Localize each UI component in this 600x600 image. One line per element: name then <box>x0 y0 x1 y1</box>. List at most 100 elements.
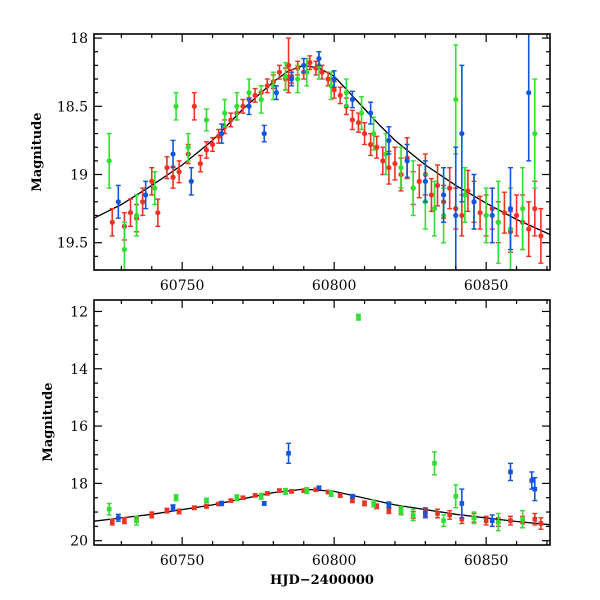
data-point <box>404 143 410 178</box>
data-point <box>507 166 514 251</box>
x-tick-label: 60750 <box>160 553 205 569</box>
data-point <box>222 98 228 128</box>
data-point <box>374 135 380 159</box>
data-point <box>526 201 532 258</box>
data-point <box>252 493 258 498</box>
data-point <box>447 509 453 520</box>
bottom-fit-curve <box>94 488 550 526</box>
data-point <box>532 476 538 502</box>
data-point <box>203 497 209 504</box>
data-point <box>276 488 282 493</box>
data-point <box>170 139 176 169</box>
data-point <box>501 191 507 234</box>
data-point <box>428 177 435 213</box>
bottom-x-axis-label: HJD−2400000 <box>270 573 374 588</box>
x-tick-label: 60850 <box>464 553 509 569</box>
data-point <box>283 487 289 495</box>
x-tick-label: 60850 <box>464 278 509 294</box>
data-point <box>355 313 361 321</box>
data-point <box>453 146 459 270</box>
data-point <box>529 471 535 490</box>
top-plot-frame <box>93 33 551 271</box>
data-point <box>532 180 538 237</box>
top-fit-curve <box>94 64 550 236</box>
data-point <box>368 101 374 125</box>
data-point <box>383 132 389 176</box>
data-point <box>134 515 140 526</box>
data-point <box>507 515 513 526</box>
x-tick-label: 60750 <box>160 278 205 294</box>
data-point <box>434 164 441 207</box>
data-point <box>459 488 465 519</box>
data-point <box>149 166 155 196</box>
bottom-series-green <box>106 313 526 532</box>
data-point <box>152 171 158 206</box>
data-point <box>273 85 279 101</box>
y-tick-label: 14 <box>70 362 88 378</box>
data-point <box>264 491 270 496</box>
data-point <box>319 64 325 80</box>
data-point <box>459 64 465 203</box>
data-point <box>234 91 240 121</box>
data-point <box>106 132 112 189</box>
data-point <box>380 146 386 176</box>
data-point <box>173 91 179 121</box>
data-point <box>115 184 121 219</box>
data-point <box>386 501 392 509</box>
data-point <box>532 78 538 189</box>
data-point <box>507 462 513 482</box>
data-point <box>462 166 468 223</box>
bottom-series-blue <box>115 442 538 528</box>
data-point <box>197 154 203 173</box>
data-point <box>386 507 392 515</box>
top-panel: 60750 60800 60850 18 18.5 19 19.5 Magnitude <box>30 31 551 294</box>
data-point <box>349 109 355 131</box>
data-point <box>191 505 197 511</box>
data-point <box>295 64 301 94</box>
data-point <box>121 221 127 270</box>
y-tick-label: 19.5 <box>57 236 88 252</box>
y-tick-label: 18 <box>70 476 88 492</box>
data-point <box>431 451 437 476</box>
data-point <box>416 164 422 199</box>
data-point <box>441 166 447 223</box>
data-point <box>285 37 292 94</box>
data-point <box>115 513 121 522</box>
data-point <box>228 112 234 128</box>
data-point <box>316 485 322 490</box>
data-point <box>368 132 374 157</box>
data-point <box>164 156 170 180</box>
data-point <box>252 87 258 103</box>
data-point <box>258 492 264 500</box>
top-y-axis-label: Magnitude <box>30 112 45 191</box>
data-point <box>483 515 489 526</box>
y-tick-label: 16 <box>70 419 88 435</box>
y-tick-label: 20 <box>70 534 88 550</box>
data-point <box>240 495 246 501</box>
data-point <box>127 198 134 228</box>
y-tick-label: 19 <box>70 168 88 184</box>
top-series-blue <box>115 34 532 270</box>
data-point <box>286 442 292 465</box>
data-point <box>471 511 477 525</box>
data-point <box>371 116 377 151</box>
data-point <box>489 514 495 528</box>
data-point <box>349 497 355 504</box>
data-point <box>538 207 544 264</box>
data-point <box>246 97 252 116</box>
data-point <box>337 86 343 105</box>
data-point <box>520 166 526 251</box>
data-point <box>307 55 313 71</box>
data-point <box>219 123 225 144</box>
data-point <box>520 509 526 529</box>
data-point <box>219 500 225 507</box>
data-point <box>121 517 127 525</box>
data-point <box>289 71 295 87</box>
data-point <box>304 57 310 87</box>
data-point <box>234 494 240 502</box>
data-point <box>513 194 520 237</box>
data-point <box>209 136 216 153</box>
data-point <box>203 108 210 132</box>
data-point <box>422 160 428 203</box>
data-point <box>355 112 362 133</box>
